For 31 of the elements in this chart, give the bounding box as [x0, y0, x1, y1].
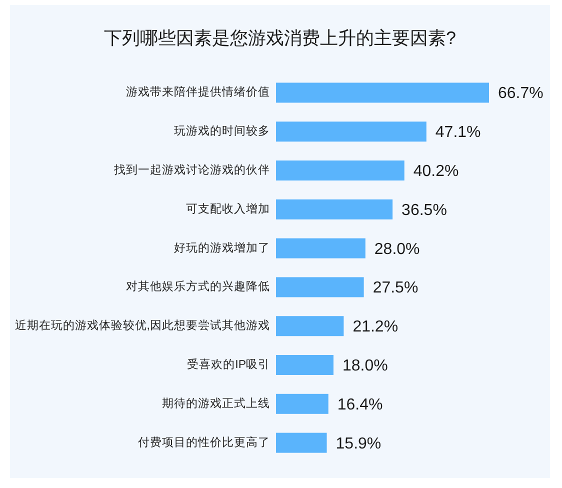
data-label: 28.0%: [374, 240, 420, 258]
data-label: 21.2%: [352, 318, 398, 336]
data-label: 36.5%: [402, 202, 447, 219]
bar: [276, 122, 426, 142]
bar: [276, 82, 489, 103]
y-tick-label: 受喜欢的IP吸引: [187, 358, 270, 371]
bar: [276, 355, 334, 375]
bar: [276, 394, 328, 414]
y-tick-label: 对其他娱乐方式的兴趣降低: [126, 279, 270, 294]
chart-title: 下列哪些因素是您游戏消费上升的主要因素?: [104, 28, 456, 48]
bar: [276, 238, 366, 258]
y-tick-label: 近期在玩的游戏体验较优,因此想要尝试其他游戏: [14, 319, 270, 332]
data-label: 40.2%: [413, 163, 459, 180]
data-label: 27.5%: [372, 280, 418, 297]
bar: [276, 316, 344, 336]
bar: [276, 432, 327, 453]
y-tick-label: 找到一起游戏讨论游戏的伙伴: [113, 164, 270, 176]
data-label: 18.0%: [342, 358, 388, 374]
y-tick-label: 玩游戏的时间较多: [174, 124, 270, 138]
data-label: 16.4%: [337, 396, 383, 414]
y-tick-label: 期待的游戏正式上线: [162, 396, 270, 410]
data-label: 47.1%: [435, 124, 481, 142]
bar: [276, 160, 404, 180]
y-tick-label: 好玩的游戏增加了: [174, 241, 270, 254]
y-tick-label: 游戏带来陪伴提供情绪价值: [126, 84, 270, 99]
data-label: 15.9%: [336, 435, 382, 452]
y-tick-label: 可支配收入增加: [186, 201, 270, 216]
bar: [276, 199, 393, 220]
data-label: 66.7%: [498, 85, 544, 102]
bar: [276, 277, 364, 298]
y-tick-label: 付费项目的性价比更高了: [137, 434, 270, 449]
